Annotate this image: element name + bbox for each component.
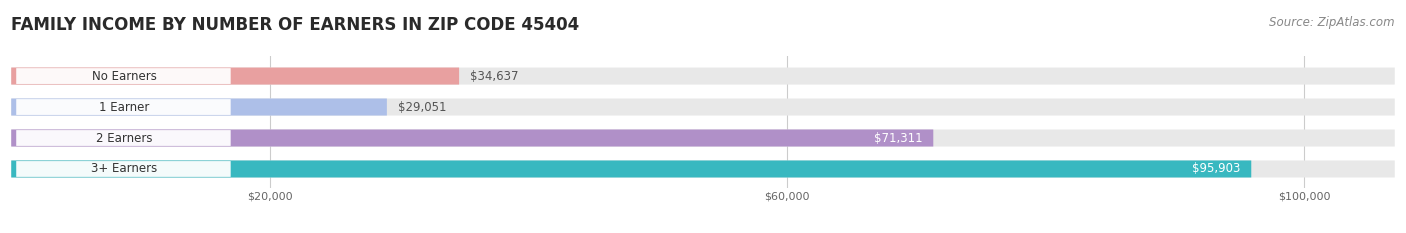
FancyBboxPatch shape <box>17 99 231 115</box>
FancyBboxPatch shape <box>11 161 1395 178</box>
Text: $95,903: $95,903 <box>1192 162 1240 175</box>
FancyBboxPatch shape <box>11 68 460 85</box>
Text: 2 Earners: 2 Earners <box>96 131 152 144</box>
FancyBboxPatch shape <box>11 99 387 116</box>
Text: $29,051: $29,051 <box>398 100 447 113</box>
FancyBboxPatch shape <box>11 68 1395 85</box>
FancyBboxPatch shape <box>17 130 231 146</box>
Text: Source: ZipAtlas.com: Source: ZipAtlas.com <box>1270 16 1395 29</box>
FancyBboxPatch shape <box>11 161 1251 178</box>
FancyBboxPatch shape <box>17 161 231 177</box>
Text: 1 Earner: 1 Earner <box>98 100 149 113</box>
Text: 3+ Earners: 3+ Earners <box>91 162 157 175</box>
FancyBboxPatch shape <box>11 130 1395 147</box>
FancyBboxPatch shape <box>11 130 934 147</box>
Text: No Earners: No Earners <box>91 70 156 82</box>
FancyBboxPatch shape <box>11 99 1395 116</box>
Text: $34,637: $34,637 <box>470 70 519 82</box>
FancyBboxPatch shape <box>17 68 231 84</box>
Text: FAMILY INCOME BY NUMBER OF EARNERS IN ZIP CODE 45404: FAMILY INCOME BY NUMBER OF EARNERS IN ZI… <box>11 16 579 34</box>
Text: $71,311: $71,311 <box>873 131 922 144</box>
